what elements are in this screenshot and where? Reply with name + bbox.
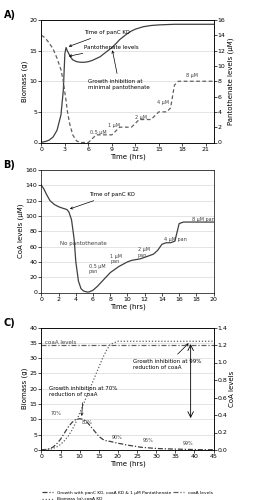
Text: 4 μM: 4 μM	[157, 100, 169, 105]
X-axis label: Time (hrs): Time (hrs)	[110, 153, 145, 160]
Y-axis label: Biomass (g): Biomass (g)	[21, 60, 28, 102]
Text: A): A)	[3, 10, 15, 20]
Text: 90%: 90%	[112, 436, 123, 440]
Text: 70%: 70%	[51, 411, 62, 416]
Text: C): C)	[3, 318, 15, 328]
Text: 0.5 μM: 0.5 μM	[90, 130, 107, 136]
Text: coaA levels: coaA levels	[45, 340, 76, 345]
Text: 0.5 μM
pan: 0.5 μM pan	[89, 264, 105, 274]
Text: 1 μM
pan: 1 μM pan	[110, 254, 122, 264]
Text: Growth inhibition at 70%
reduction of coaA: Growth inhibition at 70% reduction of co…	[49, 386, 117, 415]
Text: Growth inhibition at 99%
reduction of coaA: Growth inhibition at 99% reduction of co…	[133, 344, 202, 370]
Text: 95%: 95%	[143, 438, 154, 444]
Y-axis label: CoA levels: CoA levels	[229, 370, 235, 407]
X-axis label: Time (hrs): Time (hrs)	[110, 303, 145, 310]
Text: B): B)	[3, 160, 15, 170]
Text: 8 μM: 8 μM	[186, 74, 198, 78]
Text: No pantothenate: No pantothenate	[60, 241, 107, 246]
Legend: Biomass (g), Pantothenate levels (μM): Biomass (g), Pantothenate levels (μM)	[65, 179, 190, 188]
Text: 2 μM: 2 μM	[135, 115, 147, 120]
Y-axis label: CoA levels (μM): CoA levels (μM)	[18, 204, 24, 258]
Text: 1 μM: 1 μM	[108, 123, 120, 128]
Text: 4 μM pan: 4 μM pan	[164, 237, 186, 242]
Text: 8 μM pan: 8 μM pan	[192, 216, 215, 222]
Text: 80%: 80%	[82, 420, 92, 425]
Y-axis label: Biomass (g): Biomass (g)	[21, 368, 28, 410]
Text: Time of panC KO: Time of panC KO	[70, 192, 135, 209]
Text: 99%: 99%	[183, 442, 194, 446]
Legend: Growth with panC KO, coaA KD & 1 μM Pantothenate, Biomass (g)-coaA KD, coaA leve: Growth with panC KO, coaA KD & 1 μM Pant…	[40, 489, 215, 500]
Text: Pantothenate levels: Pantothenate levels	[69, 45, 139, 56]
Text: Time of panC KO: Time of panC KO	[69, 30, 130, 46]
Text: Growth inhibition at
minimal pantothenate: Growth inhibition at minimal pantothenat…	[88, 51, 150, 90]
Text: 2 μM
pan: 2 μM pan	[138, 246, 150, 258]
Y-axis label: Pantothenate levels (μM): Pantothenate levels (μM)	[227, 38, 234, 125]
X-axis label: Time (hrs): Time (hrs)	[110, 460, 145, 467]
